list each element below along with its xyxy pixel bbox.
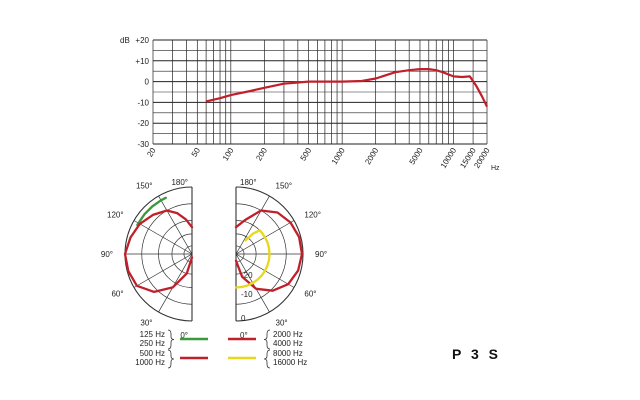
model-label: P 3 S: [452, 346, 501, 362]
r-tick-label: -10: [241, 290, 253, 299]
angle-label-left: 180°: [171, 178, 188, 187]
legend-label-right: 16000 Hz: [273, 358, 307, 367]
polar-spoke: [158, 253, 193, 313]
angle-label-left: 0°: [180, 331, 188, 340]
legend-brace: [167, 349, 175, 369]
y-tick-label: -30: [137, 140, 149, 149]
legend-brace: [263, 349, 271, 369]
angle-label-right: 120°: [304, 211, 321, 220]
angle-label-right: 180°: [240, 178, 257, 187]
r-tick-label: 0: [241, 314, 246, 323]
y-tick-label: -10: [137, 98, 149, 107]
y-tick-label: +20: [135, 36, 149, 45]
angle-label-left: 120°: [107, 211, 124, 220]
legend-label-left: 500 Hz: [140, 349, 165, 358]
polar-spoke: [235, 195, 270, 255]
legend-brace: [167, 329, 175, 350]
legend-label-right: 4000 Hz: [273, 339, 303, 348]
angle-label-right: 60°: [304, 290, 316, 299]
polar-spoke: [133, 220, 193, 255]
angle-label-left: 90°: [101, 250, 113, 259]
angle-label-right: 150°: [276, 182, 293, 191]
y-tick-label: -20: [137, 119, 149, 128]
legend-brace: [263, 329, 271, 350]
polar-spoke: [158, 195, 193, 255]
angle-label-left: 150°: [136, 182, 153, 191]
angle-label-left: 60°: [111, 290, 123, 299]
response-curve: [205, 68, 488, 108]
angle-label-right: 30°: [276, 318, 288, 327]
y-unit-label: dB: [120, 36, 130, 45]
angle-label-left: 30°: [140, 318, 152, 327]
y-tick-label: 0: [145, 78, 150, 87]
polar-curve-left: [123, 209, 194, 294]
legend-label-left: 125 Hz: [140, 330, 165, 339]
legend-label-left: 250 Hz: [140, 339, 165, 348]
polar-spoke: [133, 253, 193, 288]
polar-curve-left: [136, 196, 167, 227]
polar-curve-right: [234, 229, 271, 289]
angle-label-right: 0°: [240, 331, 248, 340]
polar-curve-right: [234, 209, 304, 292]
legend-label-right: 8000 Hz: [273, 349, 303, 358]
r-tick-label: -20: [241, 271, 253, 280]
y-tick-label: +10: [135, 57, 149, 66]
x-unit-label: Hz: [491, 165, 500, 172]
legend-label-right: 2000 Hz: [273, 330, 303, 339]
legend-label-left: 1000 Hz: [135, 358, 165, 367]
angle-label-right: 90°: [315, 250, 327, 259]
